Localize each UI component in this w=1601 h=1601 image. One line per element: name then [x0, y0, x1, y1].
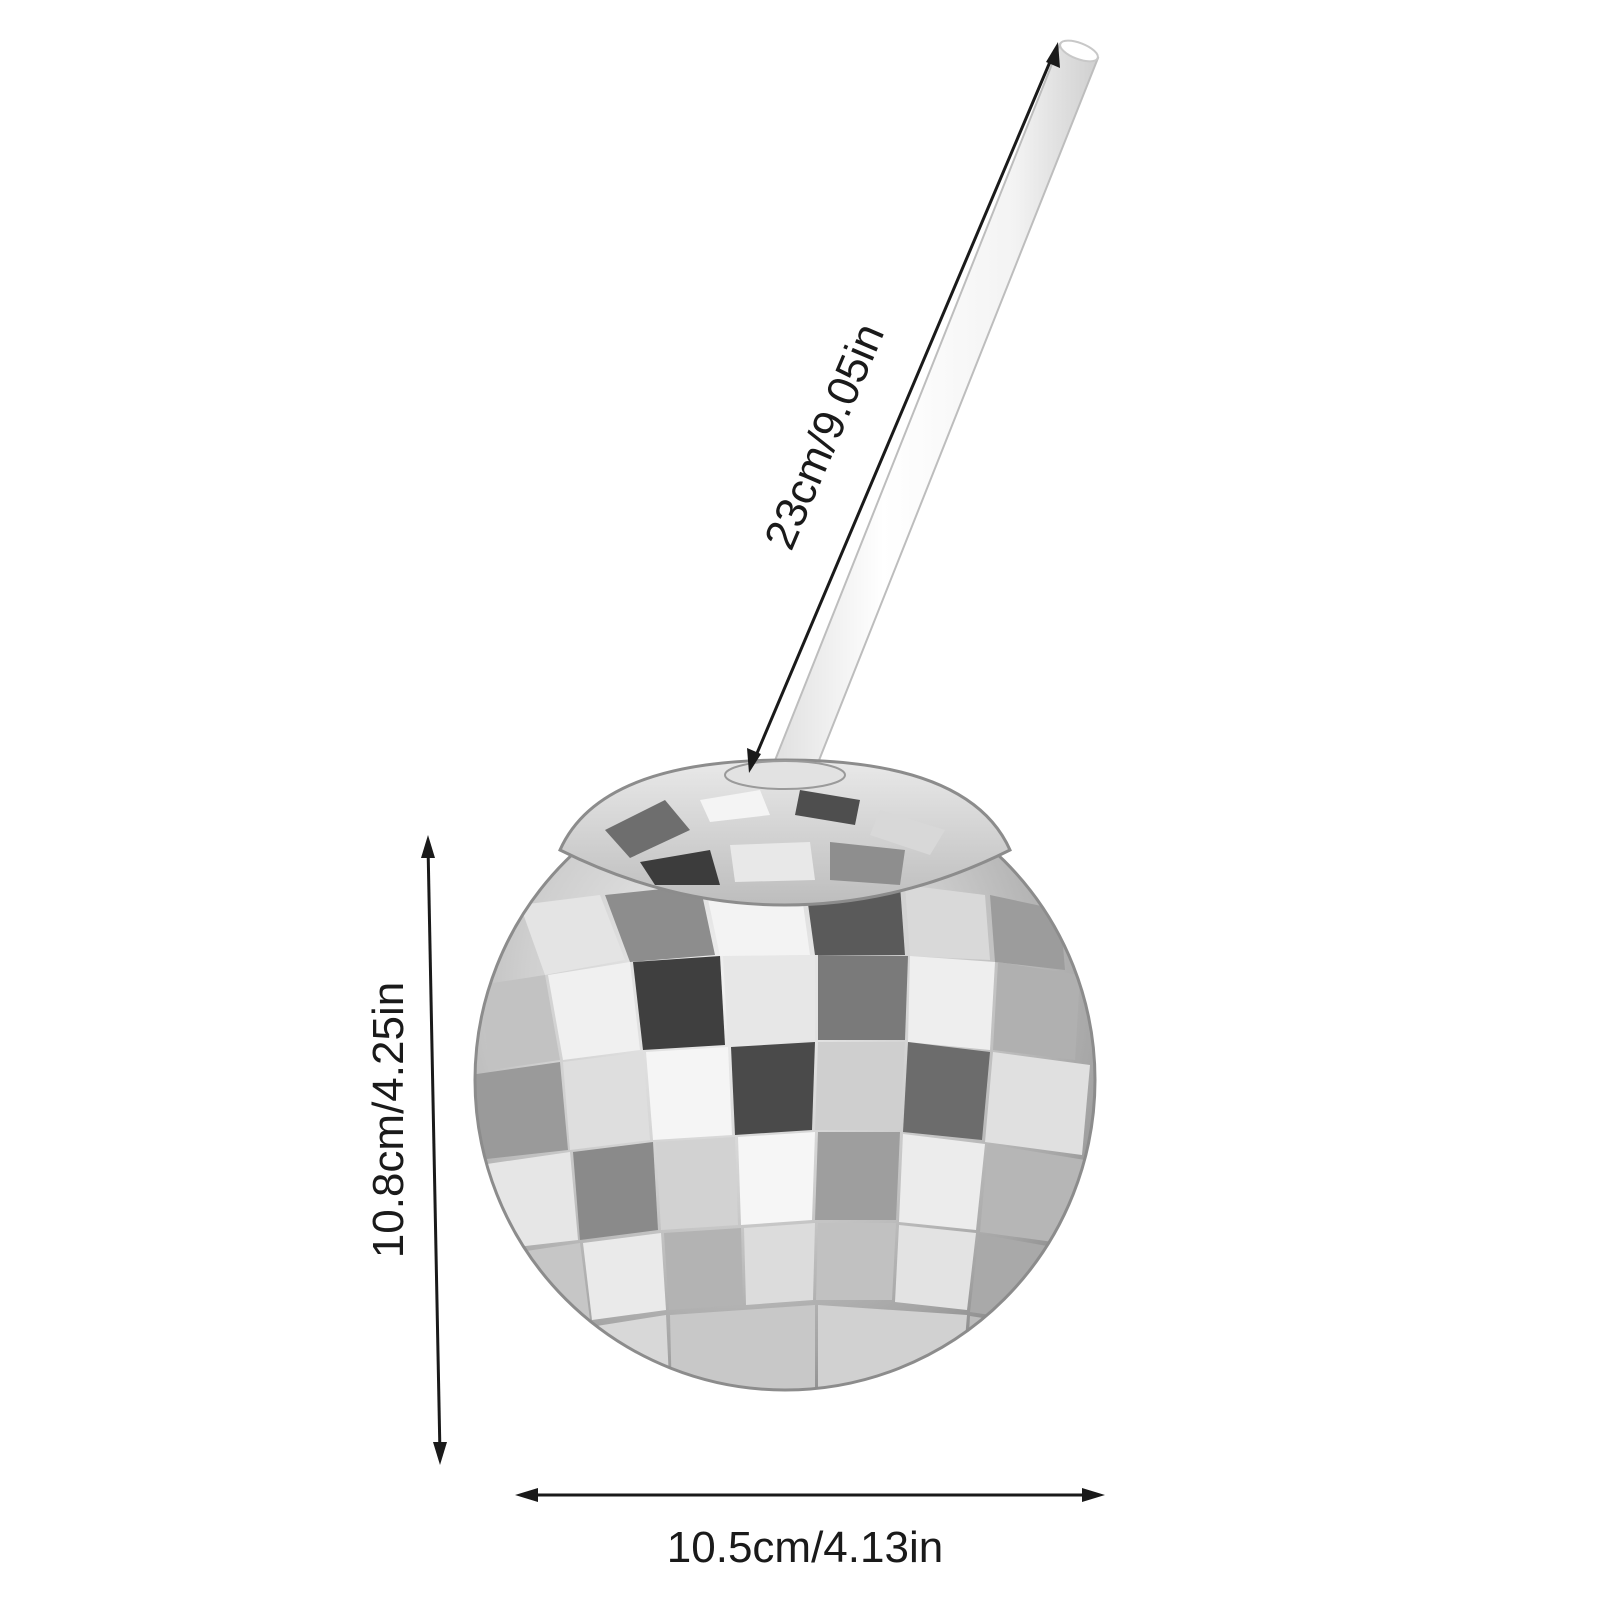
straw-length-arrow: [747, 42, 1060, 773]
height-arrow: [421, 835, 447, 1465]
disco-ball-body: [473, 768, 1097, 1392]
height-label: 10.8cm/4.25in: [364, 982, 413, 1258]
mirror-tiles: [475, 882, 1090, 1390]
disco-ball-lid: [558, 758, 1012, 907]
width-arrow: [515, 1488, 1105, 1502]
width-label: 10.5cm/4.13in: [667, 1523, 943, 1572]
dimension-arrows: [421, 42, 1105, 1502]
